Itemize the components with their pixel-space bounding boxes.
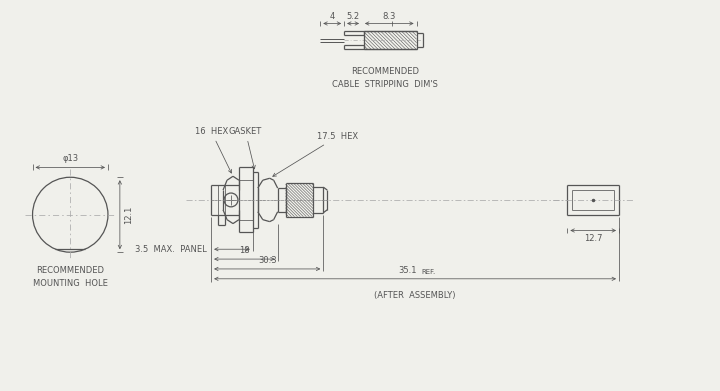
Text: 4: 4 bbox=[330, 11, 335, 20]
Text: 8.3: 8.3 bbox=[382, 11, 396, 20]
Text: 3.5  MAX.  PANEL: 3.5 MAX. PANEL bbox=[135, 245, 207, 254]
Text: (AFTER  ASSEMBLY): (AFTER ASSEMBLY) bbox=[374, 291, 456, 300]
Text: RECOMMENDED
CABLE  STRIPPING  DIM'S: RECOMMENDED CABLE STRIPPING DIM'S bbox=[332, 67, 438, 89]
Text: 5.2: 5.2 bbox=[346, 11, 359, 20]
Text: 18: 18 bbox=[239, 246, 250, 255]
Text: REF.: REF. bbox=[421, 269, 436, 275]
Text: φ13: φ13 bbox=[62, 154, 78, 163]
Text: 16  HEX: 16 HEX bbox=[194, 127, 231, 173]
Text: 12.1: 12.1 bbox=[124, 206, 132, 224]
Text: GASKET: GASKET bbox=[229, 127, 262, 169]
Text: 17.5  HEX: 17.5 HEX bbox=[273, 132, 359, 176]
Text: RECOMMENDED
MOUNTING  HOLE: RECOMMENDED MOUNTING HOLE bbox=[33, 266, 108, 288]
Text: 35.1: 35.1 bbox=[398, 266, 416, 275]
Text: 12.7: 12.7 bbox=[584, 235, 603, 244]
Text: 30.3: 30.3 bbox=[258, 256, 276, 265]
